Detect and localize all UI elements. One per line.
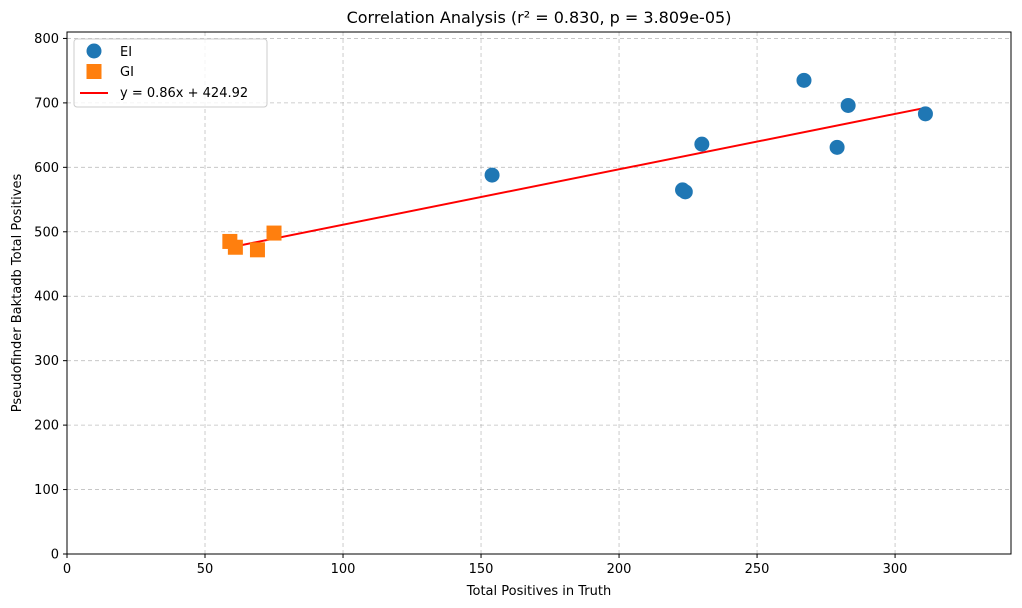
fit-line: [229, 106, 926, 249]
legend-marker-gi: [86, 64, 102, 79]
y-tick-label: 200: [34, 419, 59, 434]
x-tick-label: 0: [63, 562, 71, 577]
legend-box: [73, 38, 268, 108]
x-tick-label: 300: [883, 562, 908, 577]
y-tick-label: 500: [34, 225, 59, 240]
ei-point: [917, 106, 933, 122]
x-tick-label: 250: [745, 562, 770, 577]
chart-title: Correlation Analysis (r² = 0.830, p = 3.…: [347, 8, 732, 27]
y-tick-label: 600: [34, 161, 59, 176]
y-axis-ticks: 0 100 200 300 400 500 600 700 800: [34, 32, 67, 563]
plot-frame: [66, 31, 1012, 555]
fit-line-layer: [229, 106, 926, 249]
ei-point: [484, 167, 500, 183]
data-points: [222, 72, 933, 258]
gi-point: [227, 239, 243, 255]
ei-point: [694, 136, 710, 152]
y-axis-label: Pseudofinder Baktadb Total Positives: [10, 174, 25, 413]
x-axis-ticks: 0 50 100 150 200 250 300: [63, 554, 908, 577]
ei-point: [840, 97, 856, 113]
x-tick-label: 150: [469, 562, 494, 577]
y-tick-label: 700: [34, 96, 59, 111]
ei-point: [796, 72, 812, 88]
ei-point: [829, 139, 845, 155]
x-axis-label: Total Positives in Truth: [466, 584, 611, 599]
y-tick-label: 400: [34, 290, 59, 305]
y-tick-label: 300: [34, 354, 59, 369]
legend-label-fit: y = 0.86x + 424.92: [120, 86, 248, 101]
ei-point: [677, 184, 693, 200]
x-tick-label: 100: [331, 562, 356, 577]
x-tick-label: 50: [197, 562, 214, 577]
y-tick-label: 800: [34, 32, 59, 47]
x-tick-label: 200: [607, 562, 632, 577]
gi-point: [266, 225, 282, 241]
y-tick-label: 100: [34, 483, 59, 498]
legend-marker-ei: [86, 43, 102, 59]
legend-label-ei: EI: [120, 45, 132, 60]
legend-label-gi: GI: [120, 65, 134, 80]
grid: [66, 32, 1011, 555]
legend: EI GI y = 0.86x + 424.92: [73, 38, 268, 108]
y-tick-label: 0: [51, 548, 59, 563]
gi-point: [249, 242, 265, 258]
